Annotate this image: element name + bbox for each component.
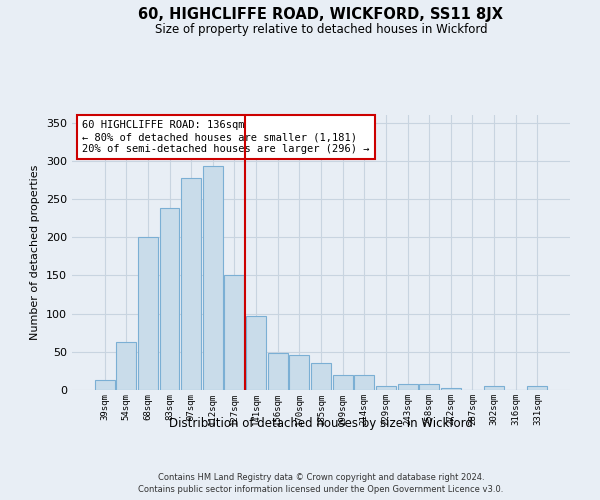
Text: 60, HIGHCLIFFE ROAD, WICKFORD, SS11 8JX: 60, HIGHCLIFFE ROAD, WICKFORD, SS11 8JX bbox=[139, 8, 503, 22]
Bar bbox=[246, 316, 266, 390]
Bar bbox=[160, 208, 179, 390]
Text: Size of property relative to detached houses in Wickford: Size of property relative to detached ho… bbox=[155, 22, 487, 36]
Y-axis label: Number of detached properties: Number of detached properties bbox=[31, 165, 40, 340]
Bar bbox=[419, 384, 439, 390]
Text: 60 HIGHCLIFFE ROAD: 136sqm
← 80% of detached houses are smaller (1,181)
20% of s: 60 HIGHCLIFFE ROAD: 136sqm ← 80% of deta… bbox=[82, 120, 370, 154]
Bar bbox=[116, 342, 136, 390]
Bar bbox=[441, 388, 461, 390]
Bar bbox=[398, 384, 418, 390]
Bar bbox=[138, 237, 158, 390]
Bar bbox=[527, 386, 547, 390]
Bar bbox=[268, 354, 287, 390]
Bar bbox=[311, 364, 331, 390]
Bar bbox=[332, 374, 353, 390]
Text: Contains public sector information licensed under the Open Government Licence v3: Contains public sector information licen… bbox=[139, 485, 503, 494]
Bar bbox=[289, 355, 310, 390]
Text: Contains HM Land Registry data © Crown copyright and database right 2024.: Contains HM Land Registry data © Crown c… bbox=[158, 472, 484, 482]
Bar bbox=[376, 386, 396, 390]
Bar bbox=[203, 166, 223, 390]
Bar bbox=[484, 386, 504, 390]
Bar bbox=[181, 178, 201, 390]
Bar bbox=[355, 374, 374, 390]
Bar bbox=[95, 380, 115, 390]
Bar bbox=[224, 276, 244, 390]
Text: Distribution of detached houses by size in Wickford: Distribution of detached houses by size … bbox=[169, 418, 473, 430]
